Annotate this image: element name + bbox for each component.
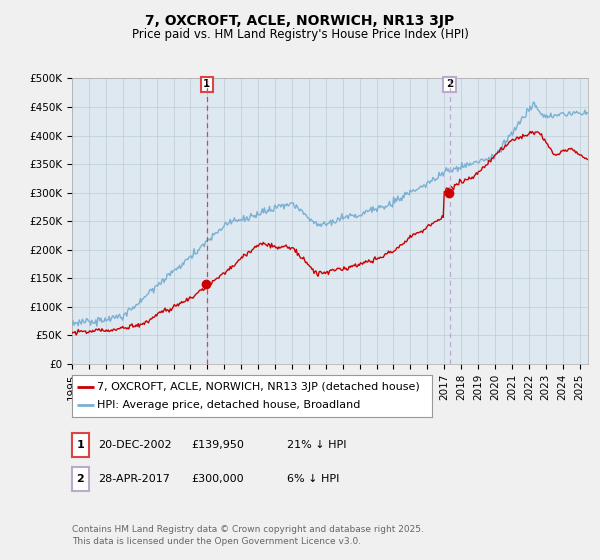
Text: Contains HM Land Registry data © Crown copyright and database right 2025.
This d: Contains HM Land Registry data © Crown c…: [72, 525, 424, 546]
Text: 7, OXCROFT, ACLE, NORWICH, NR13 3JP (detached house): 7, OXCROFT, ACLE, NORWICH, NR13 3JP (det…: [97, 382, 420, 392]
Text: Price paid vs. HM Land Registry's House Price Index (HPI): Price paid vs. HM Land Registry's House …: [131, 28, 469, 41]
Text: 7, OXCROFT, ACLE, NORWICH, NR13 3JP: 7, OXCROFT, ACLE, NORWICH, NR13 3JP: [145, 14, 455, 28]
Text: 20-DEC-2002: 20-DEC-2002: [98, 440, 172, 450]
Text: 1: 1: [203, 79, 211, 89]
Text: 2: 2: [446, 79, 453, 89]
Text: 6% ↓ HPI: 6% ↓ HPI: [287, 474, 339, 484]
Text: £139,950: £139,950: [191, 440, 244, 450]
Text: 21% ↓ HPI: 21% ↓ HPI: [287, 440, 346, 450]
Text: 28-APR-2017: 28-APR-2017: [98, 474, 170, 484]
Text: 2: 2: [77, 474, 84, 484]
Text: 1: 1: [77, 440, 84, 450]
Text: £300,000: £300,000: [191, 474, 244, 484]
Text: HPI: Average price, detached house, Broadland: HPI: Average price, detached house, Broa…: [97, 400, 361, 410]
